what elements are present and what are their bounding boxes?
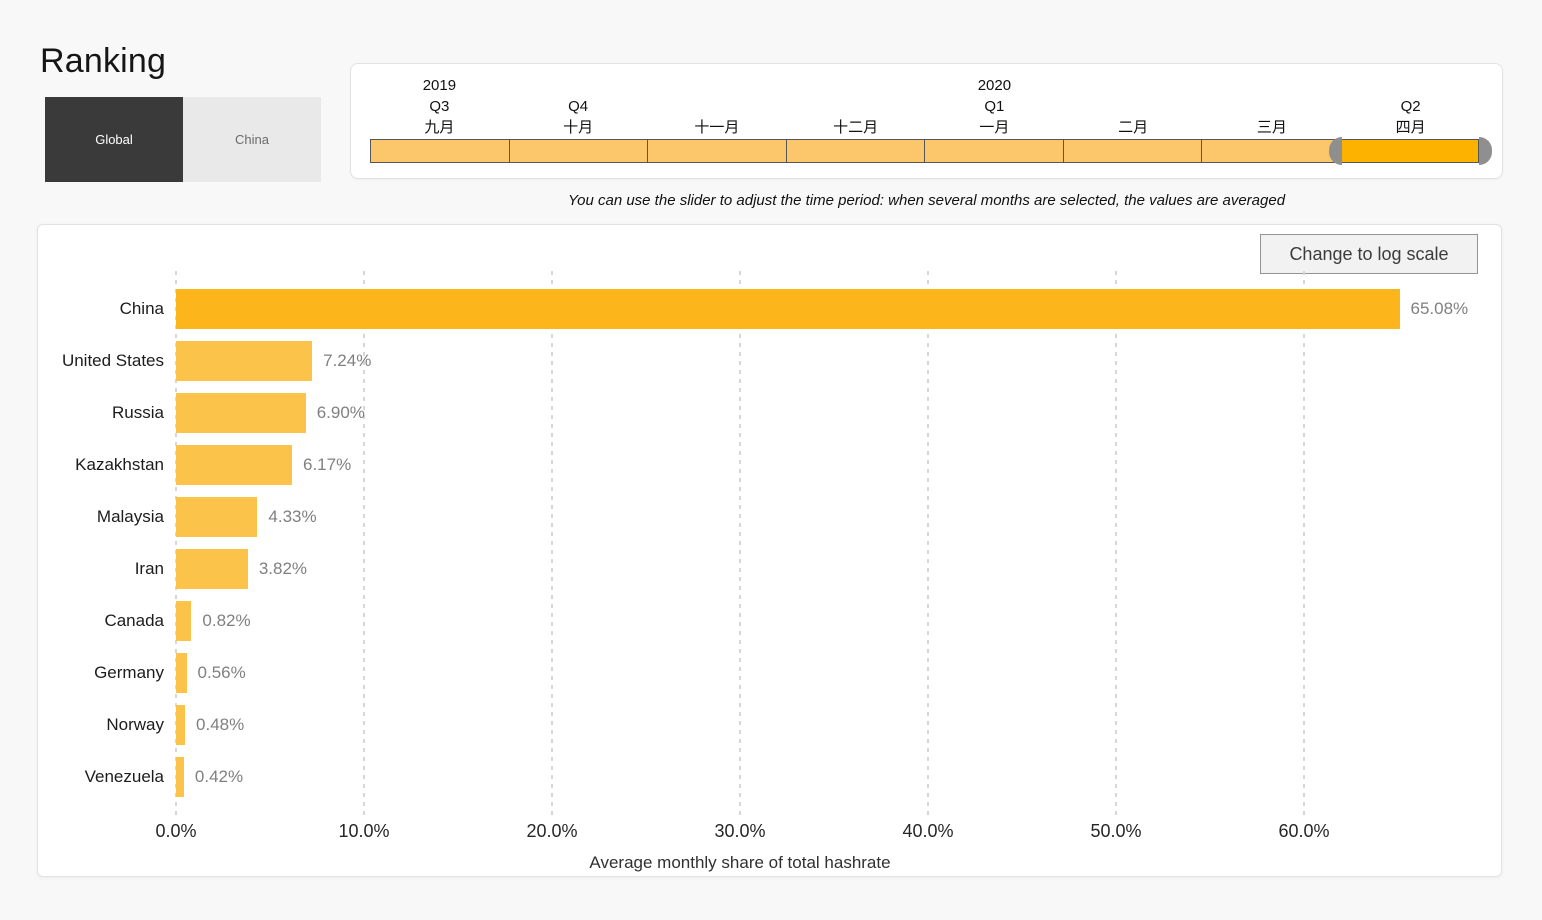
- category-label: United States: [61, 351, 164, 370]
- value-label: 0.82%: [202, 611, 251, 630]
- bar-germany[interactable]: [176, 653, 187, 693]
- bar-china[interactable]: [176, 289, 1400, 329]
- slider-segment-2[interactable]: [509, 140, 648, 162]
- gridline-30: [739, 271, 741, 817]
- gridline-10: [363, 271, 365, 817]
- x-tick-label: 10.0%: [338, 821, 390, 841]
- bar-row-united-states: United States 7.24%: [62, 341, 1503, 381]
- bar-row-china: China 65.08%: [120, 289, 1503, 329]
- bar-kazakhstan[interactable]: [176, 445, 292, 485]
- slider-segment-3[interactable]: [648, 140, 787, 162]
- x-tick-label: 50.0%: [1090, 821, 1142, 841]
- chart-panel: Change to log scale Average monthly shar…: [37, 224, 1502, 877]
- bar-row-russia: Russia 6.90%: [112, 393, 1503, 433]
- value-label: 0.42%: [194, 767, 244, 786]
- slider-handle-left[interactable]: [1329, 137, 1343, 165]
- gridline-40: [927, 271, 929, 817]
- bar-row-malaysia: Malaysia 4.33%: [97, 497, 1503, 537]
- x-tick-label: 20.0%: [526, 821, 578, 841]
- log-scale-button[interactable]: Change to log scale: [1260, 234, 1478, 274]
- bar-venezuela[interactable]: [176, 757, 184, 797]
- bar-row-canada: Canada 0.82%: [104, 601, 1503, 641]
- slider-month-label: 二月: [1118, 119, 1149, 136]
- slider-month-label: 十一月: [694, 119, 740, 136]
- value-label: 4.33%: [268, 507, 317, 526]
- bar-united-states[interactable]: [176, 341, 313, 381]
- toggle-global-button[interactable]: Global: [45, 97, 183, 182]
- slider-year-label: 2020: [977, 77, 1012, 94]
- category-label: Canada: [104, 611, 164, 630]
- slider-segment-4[interactable]: [786, 140, 925, 162]
- bar-row-kazakhstan: Kazakhstan 6.17%: [75, 445, 1503, 485]
- value-label: 65.08%: [1410, 299, 1469, 318]
- bar-row-norway: Norway 0.48%: [106, 705, 1503, 745]
- gridline-50: [1115, 271, 1117, 817]
- region-toggle: Global China: [45, 97, 321, 182]
- bar-iran[interactable]: [176, 549, 248, 589]
- time-slider-track[interactable]: [370, 137, 1492, 165]
- slider-month-label: 九月: [424, 119, 455, 136]
- slider-quarter-label: Q1: [984, 98, 1005, 115]
- bar-row-venezuela: Venezuela 0.42%: [85, 757, 1503, 797]
- slider-segment-1[interactable]: [371, 140, 510, 162]
- gridline-20: [551, 271, 553, 817]
- slider-handle-right[interactable]: [1479, 137, 1492, 165]
- value-label: 0.48%: [196, 715, 245, 734]
- slider-segment-5[interactable]: [925, 140, 1064, 162]
- bar-russia[interactable]: [176, 393, 306, 433]
- slider-month-label: 三月: [1256, 119, 1287, 136]
- value-label: 7.24%: [323, 351, 372, 370]
- x-tick-label: 30.0%: [714, 821, 766, 841]
- slider-quarter-label: Q4: [568, 98, 589, 115]
- category-label: China: [119, 299, 164, 318]
- x-tick-label: 40.0%: [902, 821, 954, 841]
- slider-year-label: 2019: [422, 77, 457, 94]
- category-label: Malaysia: [96, 507, 164, 526]
- bar-norway[interactable]: [176, 705, 186, 745]
- category-label: Iran: [134, 559, 164, 578]
- value-label: 6.17%: [302, 455, 352, 474]
- value-label: 3.82%: [258, 559, 308, 578]
- category-label: Germany: [94, 663, 164, 682]
- category-label: Venezuela: [84, 767, 164, 786]
- slider-month-label: 十二月: [833, 119, 879, 136]
- hashrate-bar-chart: Average monthly share of total hashrate …: [62, 271, 1503, 878]
- x-tick-label: 0.0%: [155, 821, 197, 841]
- slider-quarter-label: Q3: [429, 98, 450, 115]
- slider-segment-6[interactable]: [1063, 140, 1202, 162]
- gridline-60: [1303, 271, 1305, 817]
- value-label: 0.56%: [197, 663, 246, 682]
- bar-malaysia[interactable]: [176, 497, 258, 537]
- x-axis-title: Average monthly share of total hashrate: [589, 853, 891, 872]
- page-title: Ranking: [40, 42, 167, 80]
- bar-row-iran: Iran 3.82%: [135, 549, 1503, 589]
- category-label: Kazakhstan: [75, 455, 164, 474]
- value-label: 6.90%: [316, 403, 365, 422]
- x-tick-label: 60.0%: [1278, 821, 1330, 841]
- slider-month-label: 十月: [563, 119, 594, 136]
- category-label: Russia: [112, 403, 164, 422]
- slider-segment-8[interactable]: [1340, 140, 1479, 162]
- slider-segment-7[interactable]: [1202, 140, 1341, 162]
- category-label: Norway: [106, 715, 164, 734]
- gridline-0: [175, 271, 177, 817]
- time-slider-card: 2019 Q3 九月 Q4 十月 十一月 十二月 2020 Q1 一月 二月 三月 Q2 四月: [350, 63, 1503, 179]
- bar-row-germany: Germany 0.56%: [94, 653, 1503, 693]
- toggle-china-button[interactable]: China: [183, 97, 321, 182]
- bar-canada[interactable]: [176, 601, 192, 641]
- slider-instructions: You can use the slider to adjust the tim…: [567, 192, 1286, 209]
- slider-month-label: 四月: [1395, 119, 1426, 136]
- slider-month-label: 一月: [979, 119, 1010, 136]
- slider-quarter-label: Q2: [1400, 98, 1421, 115]
